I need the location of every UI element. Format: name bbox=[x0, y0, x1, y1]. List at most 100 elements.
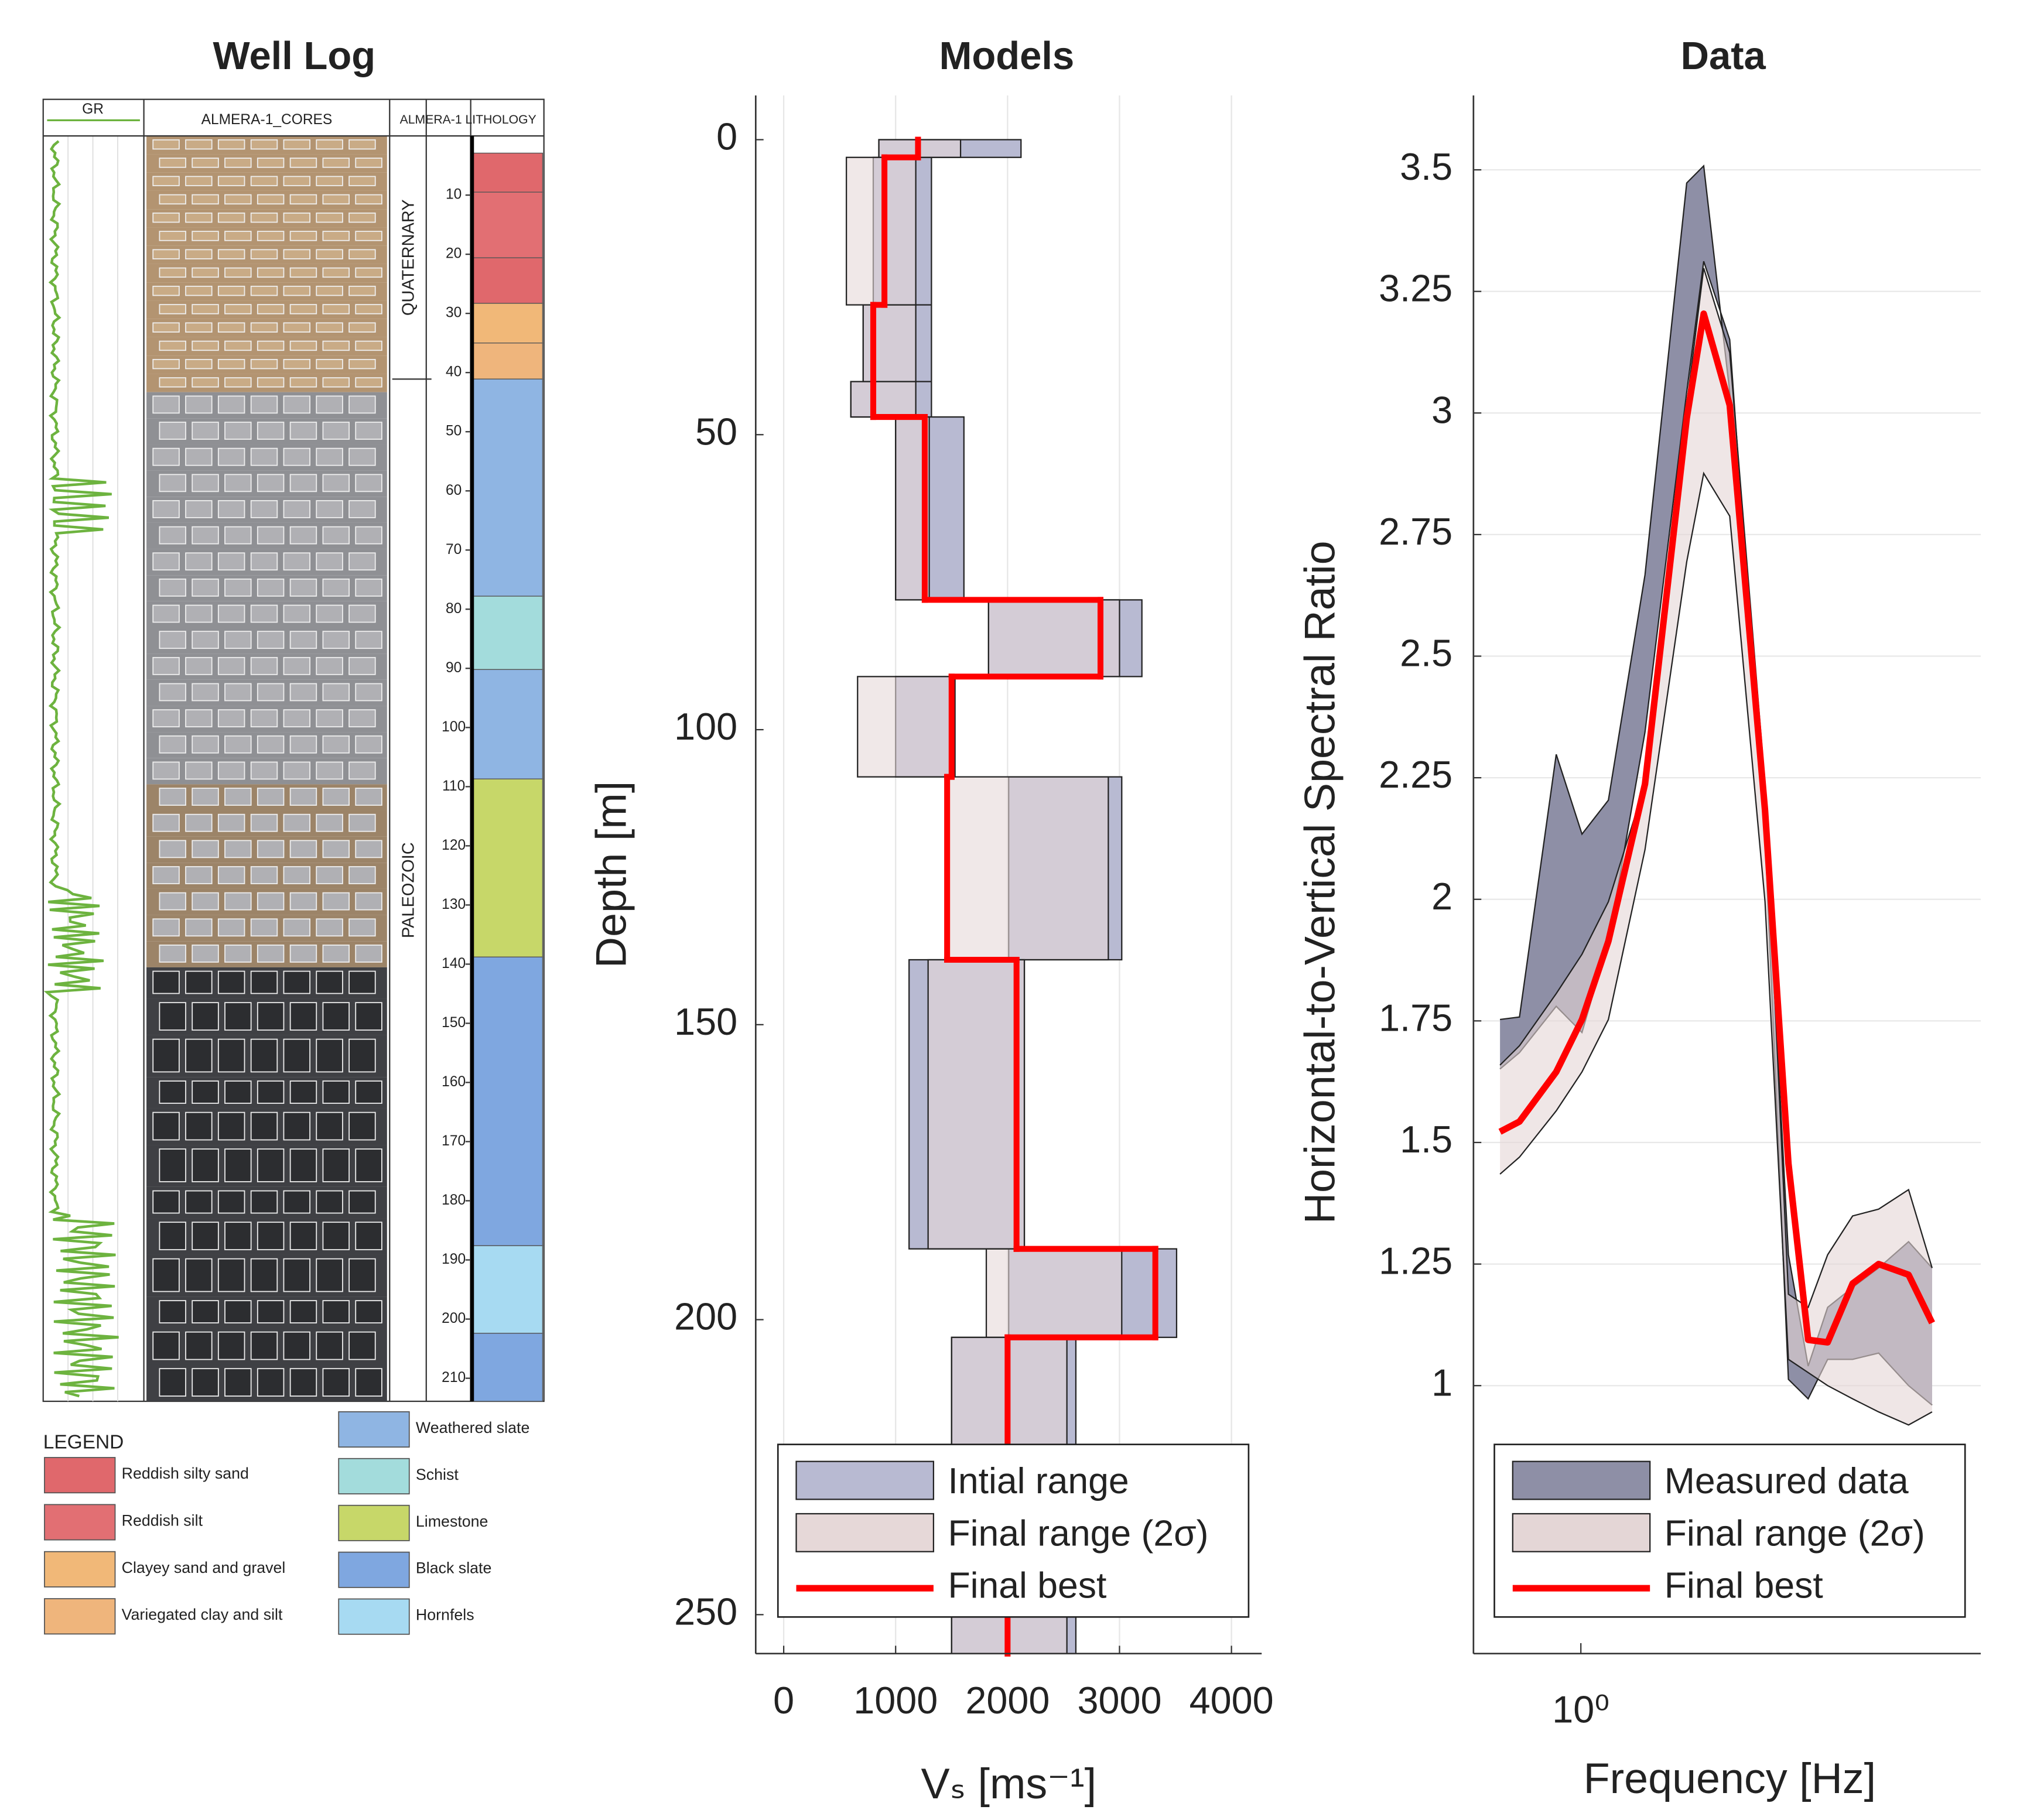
core-piece bbox=[289, 1080, 317, 1104]
core-piece bbox=[355, 579, 382, 597]
y-tick-label: 1.75 bbox=[1379, 996, 1452, 1039]
core-piece bbox=[217, 918, 245, 937]
legend-swatch bbox=[44, 1504, 116, 1541]
core-piece bbox=[355, 422, 382, 440]
core-piece bbox=[289, 340, 317, 351]
core-piece bbox=[257, 892, 285, 911]
core-piece bbox=[316, 139, 343, 150]
core-piece bbox=[348, 395, 376, 414]
core-piece bbox=[159, 158, 186, 168]
x-tick-label: 1000 bbox=[853, 1679, 938, 1722]
core-piece bbox=[185, 1258, 213, 1292]
core-piece bbox=[283, 395, 311, 414]
core-piece bbox=[192, 1222, 219, 1250]
core-piece bbox=[152, 1111, 180, 1141]
core-piece bbox=[217, 813, 245, 832]
core-piece bbox=[152, 1331, 180, 1360]
core-piece bbox=[316, 212, 343, 223]
legend-swatch bbox=[338, 1458, 410, 1494]
core-piece bbox=[355, 377, 382, 388]
core-piece bbox=[257, 474, 285, 492]
core-piece bbox=[283, 656, 311, 675]
lithology-layer bbox=[473, 778, 544, 958]
x-tick-label: 0 bbox=[773, 1679, 794, 1722]
core-piece bbox=[348, 552, 376, 571]
core-piece bbox=[224, 1002, 252, 1031]
core-piece bbox=[355, 474, 382, 492]
core-piece bbox=[250, 604, 278, 623]
chart-title: Well Log bbox=[213, 34, 375, 78]
core-piece bbox=[224, 579, 252, 597]
unit-label: PALEOZOIC bbox=[399, 842, 418, 938]
core-piece bbox=[224, 1148, 252, 1182]
x-tick-label: 3000 bbox=[1077, 1679, 1161, 1722]
core-piece bbox=[322, 1300, 350, 1323]
core-piece bbox=[257, 1002, 285, 1031]
legend-label: Measured data bbox=[1664, 1460, 1909, 1501]
core-piece bbox=[217, 249, 245, 259]
core-piece bbox=[159, 1080, 186, 1104]
y-axis-label: Horizontal-to-Vertical Spectral Ratio bbox=[1296, 540, 1344, 1224]
core-piece bbox=[185, 1331, 213, 1360]
core-piece bbox=[224, 158, 252, 168]
core-piece bbox=[159, 1368, 186, 1397]
core-piece bbox=[289, 840, 317, 858]
core-piece bbox=[257, 631, 285, 649]
core-piece bbox=[152, 1038, 180, 1073]
core-piece bbox=[348, 176, 376, 186]
core-piece bbox=[316, 918, 343, 937]
core-piece bbox=[355, 1148, 382, 1182]
y-tick-label: 3 bbox=[1431, 388, 1452, 431]
depth-label: 20 bbox=[446, 246, 462, 262]
core-piece bbox=[224, 1300, 252, 1323]
core-piece bbox=[257, 304, 285, 314]
core-piece bbox=[192, 267, 219, 278]
core-piece bbox=[348, 866, 376, 884]
core-piece bbox=[185, 1111, 213, 1141]
core-piece bbox=[348, 813, 376, 832]
core-piece bbox=[217, 970, 245, 994]
core-piece bbox=[289, 526, 317, 545]
core-piece bbox=[152, 212, 180, 223]
core-piece bbox=[322, 474, 350, 492]
core-piece bbox=[185, 500, 213, 518]
core-piece bbox=[217, 1258, 245, 1292]
core-piece bbox=[250, 1111, 278, 1141]
core-piece bbox=[257, 340, 285, 351]
core-piece bbox=[185, 656, 213, 675]
core-piece bbox=[289, 194, 317, 205]
core-piece bbox=[159, 1222, 186, 1250]
core-piece bbox=[289, 788, 317, 806]
core-piece bbox=[348, 139, 376, 150]
gr-curve bbox=[43, 140, 119, 1398]
core-piece bbox=[185, 813, 213, 832]
core-piece bbox=[217, 1190, 245, 1214]
legend-swatch bbox=[795, 1513, 935, 1552]
legend-swatch bbox=[1512, 1513, 1651, 1552]
core-piece bbox=[322, 1080, 350, 1104]
core-piece bbox=[316, 656, 343, 675]
core-piece bbox=[289, 631, 317, 649]
core-piece bbox=[224, 194, 252, 205]
core-piece bbox=[322, 422, 350, 440]
core-piece bbox=[322, 683, 350, 702]
legend-label: Reddish silt bbox=[122, 1511, 203, 1529]
core-piece bbox=[283, 322, 311, 333]
x-tick-label: 4000 bbox=[1190, 1679, 1274, 1722]
core-piece bbox=[355, 194, 382, 205]
range-box bbox=[857, 676, 956, 778]
core-piece bbox=[316, 866, 343, 884]
legend-label: Schist bbox=[416, 1466, 459, 1483]
core-piece bbox=[250, 285, 278, 296]
depth-label: 190 bbox=[442, 1251, 466, 1267]
core-piece bbox=[348, 1111, 376, 1141]
lithology-layer bbox=[473, 669, 544, 779]
core-piece bbox=[289, 735, 317, 754]
core-piece bbox=[250, 709, 278, 728]
core-piece bbox=[224, 1222, 252, 1250]
depth-label: 200 bbox=[442, 1311, 466, 1326]
core-piece bbox=[257, 579, 285, 597]
core-piece bbox=[159, 631, 186, 649]
core-piece bbox=[159, 1300, 186, 1323]
